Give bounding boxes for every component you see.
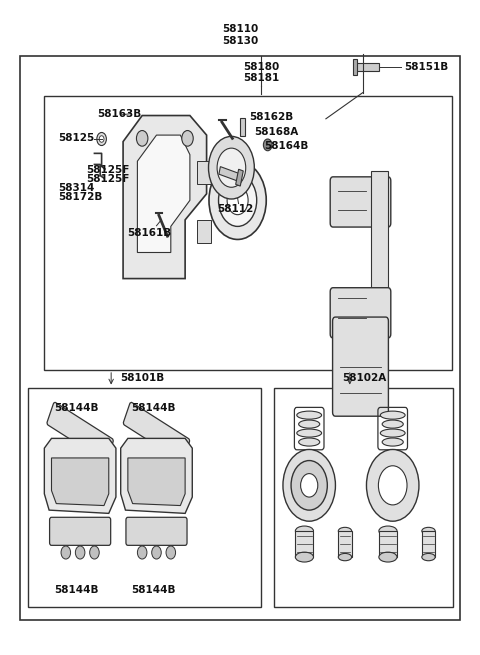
Bar xyxy=(338,531,352,557)
Circle shape xyxy=(137,546,147,559)
Polygon shape xyxy=(137,135,190,252)
Text: 58125: 58125 xyxy=(58,134,94,143)
Ellipse shape xyxy=(382,438,403,446)
Text: 58102A: 58102A xyxy=(342,373,386,383)
Bar xyxy=(275,388,453,607)
Circle shape xyxy=(99,136,104,142)
Circle shape xyxy=(378,466,407,505)
Circle shape xyxy=(291,460,327,510)
Text: 58172B: 58172B xyxy=(58,192,102,202)
Text: 58168A: 58168A xyxy=(254,127,299,137)
Text: 58180: 58180 xyxy=(243,62,279,71)
Text: 58162B: 58162B xyxy=(250,113,294,122)
FancyBboxPatch shape xyxy=(126,517,187,546)
Text: 58144B: 58144B xyxy=(131,585,175,595)
Bar xyxy=(422,531,435,557)
FancyBboxPatch shape xyxy=(49,517,111,546)
Bar xyxy=(28,388,262,607)
Polygon shape xyxy=(120,438,192,514)
Circle shape xyxy=(61,546,71,559)
Circle shape xyxy=(218,174,257,227)
Ellipse shape xyxy=(338,527,352,534)
Ellipse shape xyxy=(299,438,320,446)
Circle shape xyxy=(208,136,254,199)
Text: 58101B: 58101B xyxy=(120,373,164,383)
Polygon shape xyxy=(44,438,116,514)
Circle shape xyxy=(152,546,161,559)
Bar xyxy=(44,96,452,370)
Text: 58161B: 58161B xyxy=(127,228,171,238)
Text: 58164B: 58164B xyxy=(264,141,308,151)
Bar xyxy=(353,59,358,75)
Text: 58163B: 58163B xyxy=(97,109,141,119)
Text: 58125F: 58125F xyxy=(86,174,130,184)
FancyBboxPatch shape xyxy=(123,402,190,461)
Ellipse shape xyxy=(338,553,352,561)
FancyBboxPatch shape xyxy=(330,177,391,227)
Bar xyxy=(21,56,460,620)
Bar xyxy=(219,166,240,181)
Bar xyxy=(371,171,388,334)
Circle shape xyxy=(227,186,248,215)
Ellipse shape xyxy=(295,526,313,536)
Text: 58144B: 58144B xyxy=(131,403,175,413)
Circle shape xyxy=(182,130,193,146)
Text: 58110: 58110 xyxy=(222,24,258,34)
Bar xyxy=(197,220,211,243)
FancyBboxPatch shape xyxy=(333,317,388,416)
Circle shape xyxy=(264,139,272,151)
Bar xyxy=(236,169,243,186)
Ellipse shape xyxy=(422,527,435,534)
Text: 58112: 58112 xyxy=(217,204,253,214)
Bar xyxy=(355,63,379,71)
Circle shape xyxy=(75,546,85,559)
Polygon shape xyxy=(51,458,109,506)
Bar xyxy=(295,531,313,557)
Polygon shape xyxy=(123,115,206,278)
Bar xyxy=(197,161,211,184)
Ellipse shape xyxy=(297,411,322,419)
Ellipse shape xyxy=(299,420,320,428)
Ellipse shape xyxy=(380,411,405,419)
Ellipse shape xyxy=(297,429,322,437)
Text: 58125F: 58125F xyxy=(86,164,130,175)
Circle shape xyxy=(217,148,246,187)
FancyBboxPatch shape xyxy=(330,288,391,338)
Circle shape xyxy=(209,161,266,240)
Ellipse shape xyxy=(295,552,313,562)
Text: 58144B: 58144B xyxy=(55,403,99,413)
Ellipse shape xyxy=(379,526,397,536)
FancyBboxPatch shape xyxy=(47,402,113,461)
Circle shape xyxy=(97,132,107,145)
Ellipse shape xyxy=(379,552,397,562)
Bar xyxy=(379,531,397,557)
Circle shape xyxy=(366,449,419,521)
Circle shape xyxy=(90,546,99,559)
Circle shape xyxy=(136,130,148,146)
Circle shape xyxy=(166,546,176,559)
Text: 58144B: 58144B xyxy=(55,585,99,595)
Text: 58314: 58314 xyxy=(58,183,94,193)
Circle shape xyxy=(300,474,318,497)
Circle shape xyxy=(295,466,324,505)
Text: 58151B: 58151B xyxy=(405,62,449,71)
Polygon shape xyxy=(128,458,185,506)
Bar xyxy=(240,118,245,136)
Ellipse shape xyxy=(380,429,405,437)
Ellipse shape xyxy=(382,420,403,428)
Text: 58130: 58130 xyxy=(222,35,258,45)
Text: 58181: 58181 xyxy=(243,73,279,83)
Circle shape xyxy=(283,449,336,521)
Ellipse shape xyxy=(422,553,435,561)
